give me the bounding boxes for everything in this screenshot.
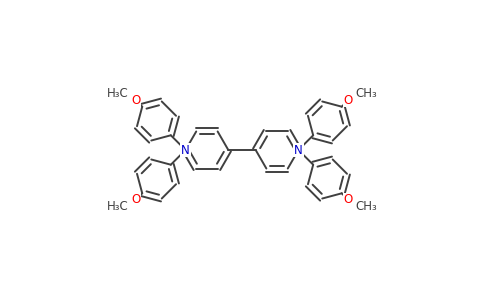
Text: O: O	[344, 193, 353, 206]
Text: H₃C: H₃C	[107, 87, 129, 100]
Text: CH₃: CH₃	[355, 87, 377, 100]
Text: CH₃: CH₃	[355, 200, 377, 213]
Text: N: N	[181, 143, 190, 157]
Text: H₃C: H₃C	[107, 200, 129, 213]
Text: O: O	[131, 94, 140, 107]
Text: O: O	[344, 94, 353, 107]
Text: O: O	[131, 193, 140, 206]
Text: N: N	[294, 143, 303, 157]
